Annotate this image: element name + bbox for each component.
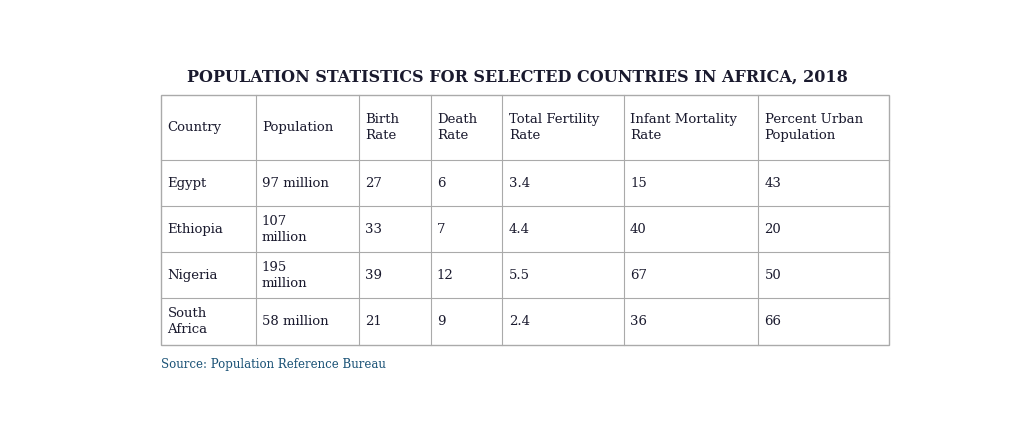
- Text: Source: Population Reference Bureau: Source: Population Reference Bureau: [161, 358, 386, 371]
- Text: Ethiopia: Ethiopia: [167, 222, 223, 236]
- Text: 6: 6: [437, 177, 445, 190]
- Text: 39: 39: [365, 269, 382, 282]
- Text: 40: 40: [630, 222, 647, 236]
- Text: 67: 67: [630, 269, 647, 282]
- Text: 50: 50: [765, 269, 781, 282]
- Text: 27: 27: [365, 177, 382, 190]
- Bar: [161, 95, 889, 345]
- Text: Total Fertility
Rate: Total Fertility Rate: [509, 113, 599, 142]
- Text: 9: 9: [437, 315, 445, 328]
- Text: 20: 20: [765, 222, 781, 236]
- Text: South
Africa: South Africa: [167, 307, 208, 336]
- Text: Death
Rate: Death Rate: [437, 113, 477, 142]
- Text: Egypt: Egypt: [167, 177, 207, 190]
- Text: Country: Country: [167, 121, 222, 134]
- Text: 15: 15: [630, 177, 647, 190]
- Text: 43: 43: [765, 177, 782, 190]
- Text: Percent Urban
Population: Percent Urban Population: [765, 113, 863, 142]
- Text: POPULATION STATISTICS FOR SELECTED COUNTRIES IN AFRICA, 2018: POPULATION STATISTICS FOR SELECTED COUNT…: [187, 68, 848, 86]
- Text: 7: 7: [437, 222, 445, 236]
- Text: 2.4: 2.4: [509, 315, 530, 328]
- Text: 3.4: 3.4: [509, 177, 530, 190]
- Text: Birth
Rate: Birth Rate: [365, 113, 400, 142]
- Text: 33: 33: [365, 222, 382, 236]
- Text: Infant Mortality
Rate: Infant Mortality Rate: [630, 113, 737, 142]
- Text: 36: 36: [630, 315, 647, 328]
- Text: 5.5: 5.5: [509, 269, 530, 282]
- Text: 58 million: 58 million: [262, 315, 329, 328]
- Text: 66: 66: [765, 315, 782, 328]
- Text: Population: Population: [262, 121, 333, 134]
- Text: 97 million: 97 million: [262, 177, 329, 190]
- Text: Nigeria: Nigeria: [167, 269, 218, 282]
- Text: 12: 12: [437, 269, 454, 282]
- Text: 107
million: 107 million: [262, 215, 308, 244]
- Text: 195
million: 195 million: [262, 261, 308, 290]
- Text: 21: 21: [365, 315, 381, 328]
- Text: 4.4: 4.4: [509, 222, 530, 236]
